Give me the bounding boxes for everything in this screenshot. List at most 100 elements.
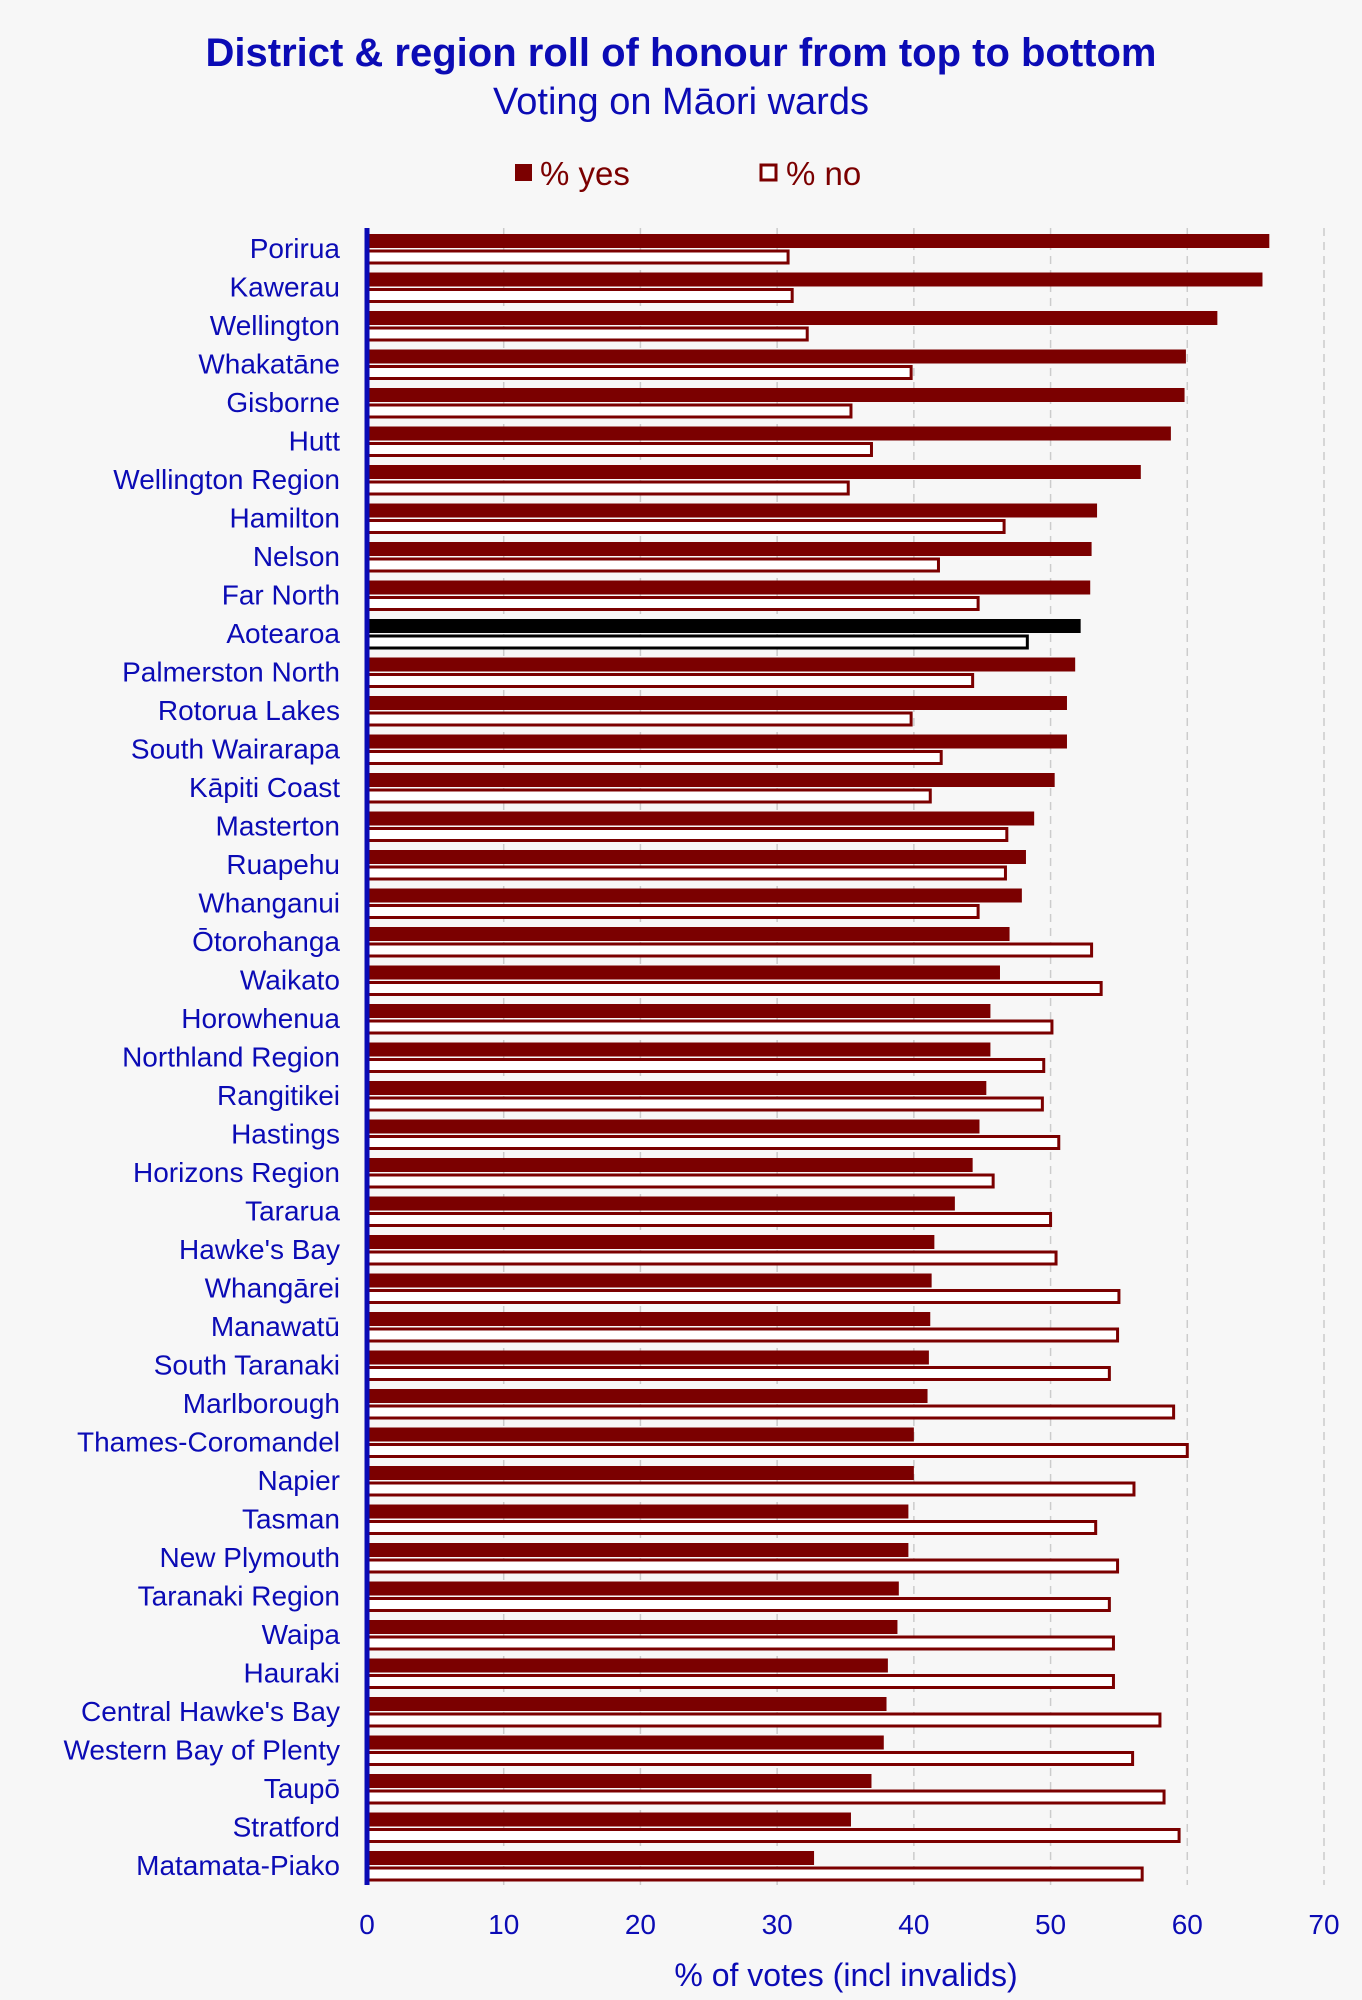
bar-no-northland-region [365,1058,1046,1073]
bar-no-horowhenua [365,1019,1054,1035]
bar-yes-hawke-s-bay [367,1235,935,1249]
category-label-waikato: Waikato [240,965,340,996]
category-label-gisborne: Gisborne [226,387,340,418]
bar-yes-marlborough [367,1389,928,1403]
bar-yes-northland-region [367,1042,991,1057]
category-label-hawke-s-bay: Hawke's Bay [179,1234,340,1265]
x-tick-label: 60 [1172,1909,1203,1940]
bar-yes-tasman [367,1504,909,1519]
category-label-central-hawke-s-bay: Central Hawke's Bay [81,1696,340,1727]
legend: % yes % no [515,155,861,192]
legend-label-no: % no [786,155,861,192]
bar-no-south-taranaki [365,1366,1111,1381]
bar-yes-waikato [367,965,1000,980]
category-label-tasman: Tasman [242,1504,340,1535]
legend-swatch-yes [515,164,532,181]
bar-yes-otorohanga [367,927,1010,941]
category-label-wellington-region: Wellington Region [113,464,340,495]
bar-yes-gisborne [367,388,1185,402]
legend-label-yes: % yes [540,155,630,192]
category-label-thames-coromandel: Thames-Coromandel [77,1427,340,1458]
bar-yes-rangitikei [367,1081,987,1095]
category-label-hutt: Hutt [289,426,341,457]
bar-yes-whakatane [367,349,1186,364]
bar-no-taupo [365,1789,1166,1805]
bar-no-thames-coromandel [365,1443,1189,1458]
bar-yes-new-plymouth [367,1543,909,1557]
bar-yes-manawatu [367,1312,931,1326]
bar-yes-thames-coromandel [367,1427,914,1442]
bar-no-south-wairarapa [365,750,943,765]
bar-no-gisborne [365,403,853,419]
bar-yes-matamata-piako [367,1851,815,1865]
category-label-rotorua-lakes: Rotorua Lakes [158,695,340,726]
bar-yes-ruapehu [367,850,1026,864]
bar-no-tasman [365,1520,1098,1535]
category-label-kawerau: Kawerau [229,272,340,303]
bar-no-waikato [365,981,1103,996]
bar-yes-horowhenua [367,1004,991,1018]
category-label-taranaki-region: Taranaki Region [138,1581,340,1612]
category-label-taupo: Taupō [264,1773,340,1804]
bar-no-palmerston-north [365,673,975,688]
chart-title: District & region roll of honour from to… [206,31,1157,75]
category-label-new-plymouth: New Plymouth [159,1542,340,1573]
bar-no-matamata-piako [365,1866,1144,1882]
bar-yes-kapiti-coast [367,773,1055,787]
bar-yes-nelson [367,542,1092,556]
bar-no-wellington-region [365,480,850,496]
x-tick-label: 70 [1308,1909,1339,1940]
chart-subtitle: Voting on Māori wards [493,81,869,123]
bar-yes-whanganui [367,888,1022,903]
bar-no-napier [365,1481,1136,1497]
category-label-rangitikei: Rangitikei [217,1080,340,1111]
bar-no-central-hawke-s-bay [365,1712,1162,1728]
category-label-palmerston-north: Palmerston North [122,657,340,688]
bar-no-waipa [365,1635,1115,1651]
category-label-horizons-region: Horizons Region [133,1157,340,1188]
bar-yes-whangarei [367,1273,932,1288]
bar-yes-wellington [367,311,1218,325]
bar-no-western-bay-of-plenty [365,1751,1135,1766]
category-label-whakatane: Whakatāne [198,349,340,380]
category-label-masterton: Masterton [216,811,341,842]
category-label-ruapehu: Ruapehu [226,849,340,880]
bar-no-rotorua-lakes [365,711,913,727]
category-label-manawatu: Manawatū [211,1311,340,1342]
bar-yes-stratford [367,1812,851,1827]
bar-no-nelson [365,557,940,573]
bar-yes-aotearoa [367,619,1081,633]
category-label-tararua: Tararua [245,1196,340,1227]
category-label-otorohanga: Ōtorohanga [192,926,340,957]
bar-yes-waipa [367,1620,898,1634]
bar-no-aotearoa [365,634,1029,650]
bar-no-new-plymouth [365,1558,1120,1574]
category-label-nelson: Nelson [253,541,340,572]
bar-no-kawerau [365,288,794,303]
bar-yes-tararua [367,1196,955,1211]
x-tick-label: 10 [488,1909,519,1940]
bar-no-rangitikei [365,1096,1044,1112]
bar-yes-south-wairarapa [367,734,1067,749]
category-label-whanganui: Whanganui [198,888,340,919]
bar-no-porirua [365,249,790,265]
category-label-aotearoa: Aotearoa [226,618,340,649]
bar-no-hawke-s-bay [365,1250,1058,1266]
category-label-northland-region: Northland Region [122,1042,340,1073]
category-label-stratford: Stratford [233,1812,340,1843]
bar-yes-napier [367,1466,914,1480]
category-label-matamata-piako: Matamata-Piako [136,1850,340,1881]
category-label-waipa: Waipa [262,1619,341,1650]
x-tick-label: 0 [359,1909,375,1940]
bar-yes-hauraki [367,1658,888,1673]
bar-yes-wellington-region [367,465,1141,479]
bar-yes-central-hawke-s-bay [367,1697,887,1711]
bar-yes-kawerau [367,272,1263,287]
x-tick-label: 50 [1035,1909,1066,1940]
bar-no-hamilton [365,519,1006,534]
bar-no-ruapehu [365,865,1007,881]
bar-no-far-north [365,596,980,611]
bar-no-manawatu [365,1327,1120,1343]
